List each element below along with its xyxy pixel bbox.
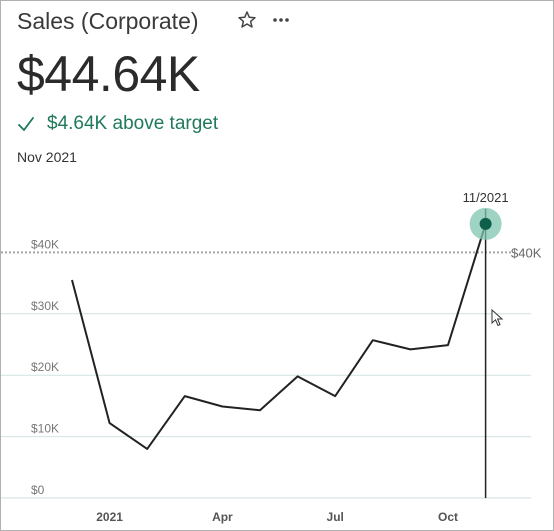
highlight-point <box>479 217 492 230</box>
more-options-icon[interactable] <box>271 10 291 30</box>
x-tick-label: Jul <box>327 510 344 524</box>
star-outline-icon[interactable] <box>237 10 257 30</box>
check-icon <box>17 115 35 133</box>
x-tick-label: 2021 <box>96 510 123 524</box>
card-title: Sales (Corporate) <box>17 7 199 34</box>
x-tick-label: Oct <box>438 510 458 524</box>
delta-row: $4.64K above target <box>17 113 218 135</box>
title-row: Sales (Corporate) <box>17 5 199 37</box>
series-line <box>71 223 487 450</box>
y-tick-label: $10K <box>31 422 59 436</box>
target-label: $40K <box>511 245 542 260</box>
highlight-label: 11/2021 <box>463 190 509 205</box>
period-label: Nov 2021 <box>17 149 77 165</box>
y-tick-label: $0 <box>31 483 45 497</box>
y-tick-label: $20K <box>31 360 59 374</box>
delta-text: $4.64K above target <box>47 113 219 134</box>
x-tick-label: Apr <box>212 510 233 524</box>
metric-value: $44.64K <box>17 46 200 102</box>
mouse-cursor <box>491 308 505 327</box>
y-tick-label: $40K <box>31 237 59 251</box>
y-tick-label: $30K <box>31 299 59 313</box>
